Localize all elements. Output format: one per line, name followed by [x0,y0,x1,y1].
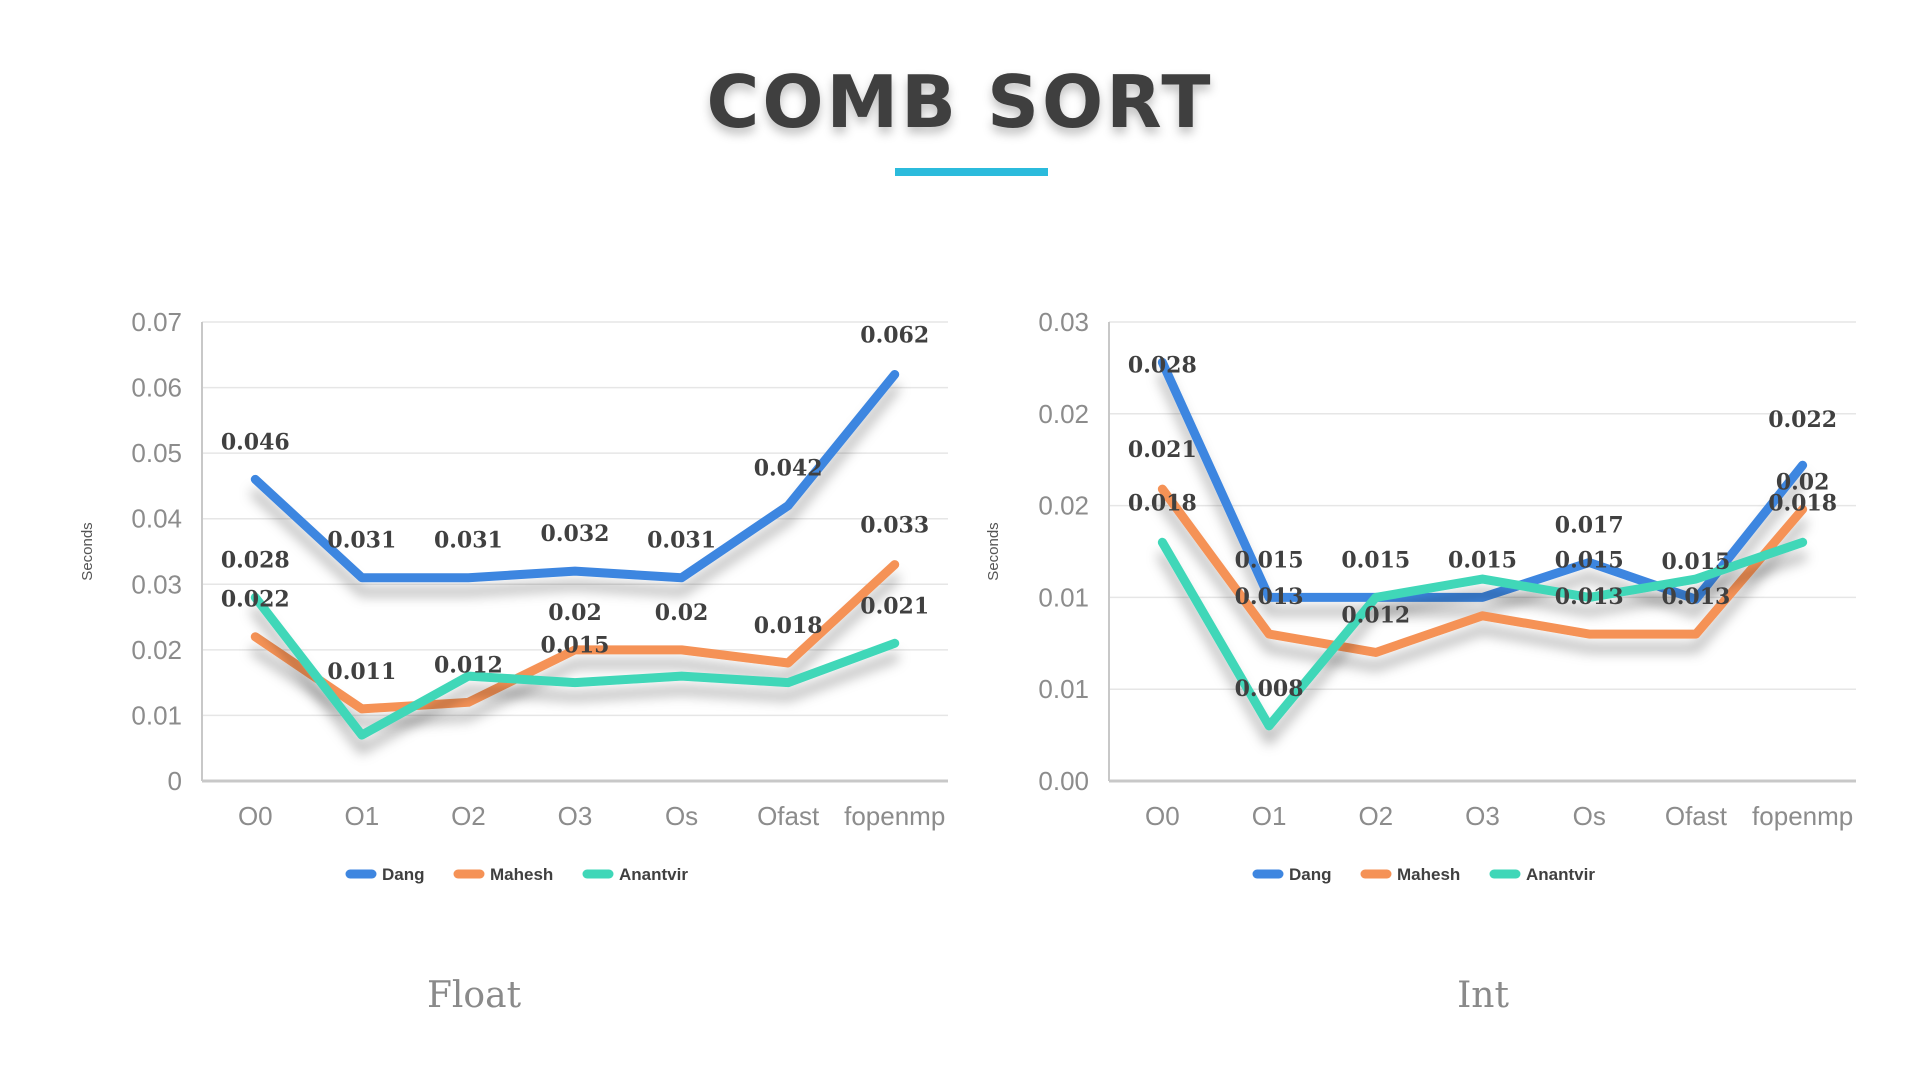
page-title: COMB SORT [706,60,1214,144]
float-ytick-label: 0.02 [131,635,182,665]
float-xtick-label: fopenmp [844,801,945,831]
int-data-label-mahesh: 0.013 [1661,584,1730,610]
int-data-label-mahesh: 0.021 [1128,437,1197,463]
float-data-label-anantvir: 0.015 [541,633,610,659]
float-xtick-label: Ofast [757,801,820,831]
float-data-label-anantvir: 0.021 [860,593,929,619]
int-data-label-mahesh: 0.02 [1776,469,1830,495]
float-series-line-dang [250,369,900,583]
int-legend-label-anantvir: Anantvir [1526,865,1595,884]
int-ytick-label: 0.03 [1038,307,1089,337]
int-data-label-dang: 0.015 [1661,549,1730,575]
int-data-label-dang: 0.028 [1128,352,1197,378]
int-xtick-label: fopenmp [1752,801,1853,831]
float-data-label-dang: 0.042 [754,456,823,482]
float-legend-label-dang: Dang [382,865,425,884]
float-legend-label-anantvir: Anantvir [619,865,688,884]
float-data-label-mahesh: 0.011 [327,659,396,685]
float-data-label-mahesh: 0.02 [655,600,709,626]
int-ytick-label: 0.01 [1038,674,1089,704]
int-data-label-dang: 0.022 [1768,407,1837,433]
float-legend-label-mahesh: Mahesh [490,865,553,884]
int-data-label-dang: 0.015 [1341,547,1410,573]
int-legend-label-dang: Dang [1289,865,1332,884]
float-ytick-label: 0.05 [131,438,182,468]
int-data-label-mahesh: 0.012 [1341,602,1410,628]
int-data-label-anantvir: 0.018 [1128,490,1197,516]
title-underline [895,168,1048,176]
float-data-label-dang: 0.031 [434,528,503,554]
int-series-line-mahesh [1157,484,1808,657]
float-ytick-label: 0.03 [131,569,182,599]
int-ytick-label: 0.02 [1038,491,1089,521]
float-caption: Float [426,975,522,1016]
float-data-label-anantvir: 0.028 [221,547,290,573]
float-data-label-mahesh: 0.018 [754,613,823,639]
int-data-label-anantvir: 0.008 [1235,676,1304,702]
int-data-label-dang: 0.015 [1448,547,1517,573]
int-xtick-label: O0 [1145,801,1180,831]
float-data-label-mahesh: 0.022 [221,587,290,613]
float-series-line-mahesh [250,560,900,714]
float-series-line-anantvir [250,592,900,740]
float-ytick-label: 0.06 [131,373,182,403]
float-data-label-mahesh: 0.012 [434,652,503,678]
float-ytick-label: 0.04 [131,504,182,534]
int-ytick-label: 0.02 [1038,399,1089,429]
int-data-label-mahesh: 0.013 [1555,584,1624,610]
int-xtick-label: O3 [1465,801,1500,831]
int-caption: Int [1457,975,1509,1016]
float-ytick-label: 0.01 [131,700,182,730]
float-y-axis-label: Seconds [79,522,96,580]
float-data-label-dang: 0.046 [221,429,290,455]
int-series-line-dang [1157,357,1808,604]
int-ytick-label: 0.00 [1038,766,1089,796]
float-data-label-dang: 0.032 [541,521,610,547]
int-data-label-mahesh: 0.013 [1235,584,1304,610]
int-xtick-label: Os [1573,801,1606,831]
float-ytick-label: 0 [168,766,182,796]
int-data-label-dang: 0.017 [1555,513,1624,539]
float-xtick-label: O1 [345,801,380,831]
int-series-line-anantvir [1157,537,1808,731]
float-data-label-mahesh: 0.02 [548,600,602,626]
int-xtick-label: O2 [1358,801,1393,831]
float-ytick-label: 0.07 [131,307,182,337]
int-y-axis-label: Seconds [985,522,1002,580]
int-legend-label-mahesh: Mahesh [1397,865,1460,884]
float-xtick-label: O3 [558,801,593,831]
float-data-label-dang: 0.031 [647,528,716,554]
float-xtick-label: O0 [238,801,273,831]
int-data-label-dang: 0.015 [1235,547,1304,573]
int-xtick-label: O1 [1252,801,1287,831]
float-xtick-label: O2 [451,801,486,831]
float-data-label-dang: 0.062 [860,322,929,348]
int-xtick-label: Ofast [1665,801,1728,831]
int-data-label-anantvir: 0.015 [1555,547,1624,573]
float-xtick-label: Os [665,801,698,831]
float-data-label-dang: 0.031 [327,528,396,554]
int-data-label-anantvir: 0.018 [1768,490,1837,516]
float-data-label-mahesh: 0.033 [860,513,929,539]
int-ytick-label: 0.01 [1038,582,1089,612]
